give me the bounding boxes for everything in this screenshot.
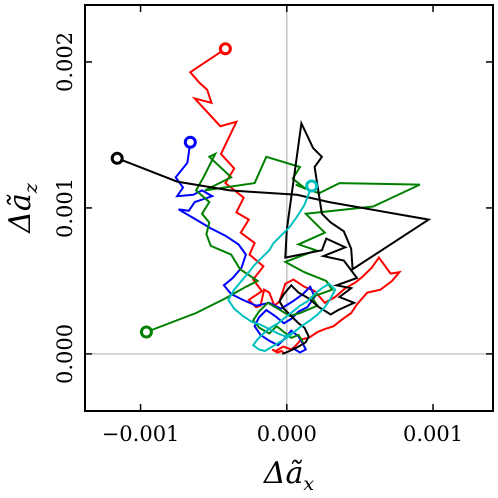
- zero-lines: [85, 5, 493, 411]
- start-markers: [110, 42, 319, 339]
- x-tick-label: 0.000: [257, 422, 317, 446]
- series-line-1: [188, 47, 402, 355]
- series-line-3: [146, 151, 421, 343]
- series-start-marker-2: [183, 135, 197, 149]
- axis-title-main: Δã: [263, 456, 304, 491]
- series-line-2: [174, 142, 316, 354]
- series-start-marker-1: [218, 42, 232, 56]
- axis-title-subscript: z: [20, 182, 42, 194]
- y-axis-label: Δãz: [3, 182, 42, 234]
- series-start-marker-5: [305, 179, 319, 193]
- series-line-5: [227, 185, 337, 353]
- x-tick-label: 0.001: [403, 422, 463, 446]
- series-start-marker-4: [110, 151, 124, 165]
- x-axis-label: Δãx: [263, 456, 315, 495]
- series-start-marker-3: [139, 325, 153, 339]
- y-tick-label: 0.002: [53, 32, 77, 92]
- series-layer: [116, 47, 432, 355]
- ticks: −0.001 0.000 0.001 0.000 0.001 0.002: [53, 5, 493, 446]
- x-tick-label: −0.001: [102, 422, 180, 446]
- axis-title-text: Δãx: [263, 456, 315, 495]
- axis-title-text: Δãz: [3, 182, 42, 234]
- axis-title-subscript: x: [303, 473, 314, 495]
- y-tick-label: 0.000: [53, 324, 77, 384]
- y-tick-label: 0.001: [53, 178, 77, 238]
- axis-title-main: Δã: [3, 193, 38, 234]
